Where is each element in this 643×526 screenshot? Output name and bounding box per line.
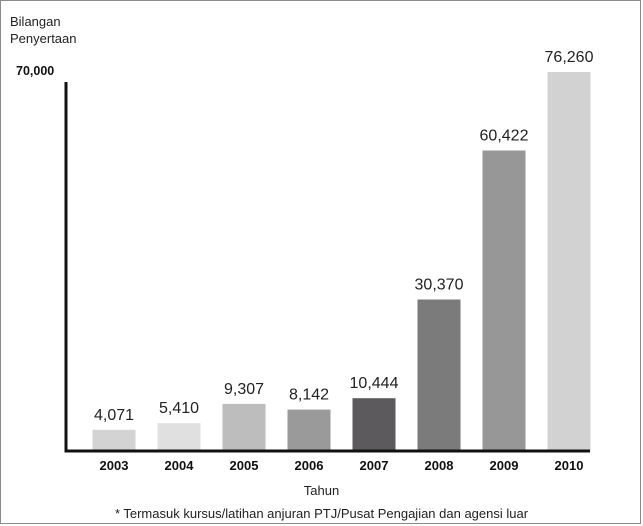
x-tick-labels: 2003 2004 2005 2006 2007 2008 2009 2010 — [100, 458, 584, 473]
bars-group — [92, 72, 591, 450]
x-tick-label-2010: 2010 — [555, 458, 584, 473]
bar-2004 — [157, 423, 201, 450]
data-label-2007: 10,444 — [350, 375, 399, 392]
bar-2009 — [482, 150, 526, 450]
x-tick-label-2005: 2005 — [230, 458, 259, 473]
x-tick-label-2009: 2009 — [490, 458, 519, 473]
data-label-2008: 30,370 — [415, 277, 464, 294]
data-label-2010: 76,260 — [545, 49, 594, 66]
data-labels: 4,071 5,410 9,307 8,142 10,444 30,370 60,422 76… — [94, 49, 594, 424]
footnote: * Termasuk kursus/latihan anjuran PTJ/Pu… — [114, 506, 529, 521]
data-label-2003: 4,071 — [94, 407, 134, 424]
x-tick-label-2006: 2006 — [295, 458, 324, 473]
bar-2010 — [547, 72, 591, 450]
bar-2005 — [222, 403, 266, 450]
data-label-2006: 8,142 — [289, 387, 329, 404]
y-axis-top-label: 70,000 — [16, 64, 55, 78]
bar-2003 — [92, 429, 136, 450]
y-axis-title: Bilangan Penyertaan — [10, 14, 77, 46]
data-label-2005: 9,307 — [224, 381, 264, 398]
data-label-2004: 5,410 — [159, 400, 199, 417]
x-tick-label-2004: 2004 — [165, 458, 195, 473]
bar-2008 — [417, 299, 461, 450]
x-axis-title: Tahun — [303, 483, 340, 498]
x-tick-label-2007: 2007 — [360, 458, 389, 473]
x-tick-label-2003: 2003 — [100, 458, 129, 473]
data-label-2009: 60,422 — [480, 128, 529, 145]
x-tick-label-2008: 2008 — [425, 458, 454, 473]
bar-2007 — [352, 398, 396, 450]
bar-2006 — [287, 409, 331, 450]
